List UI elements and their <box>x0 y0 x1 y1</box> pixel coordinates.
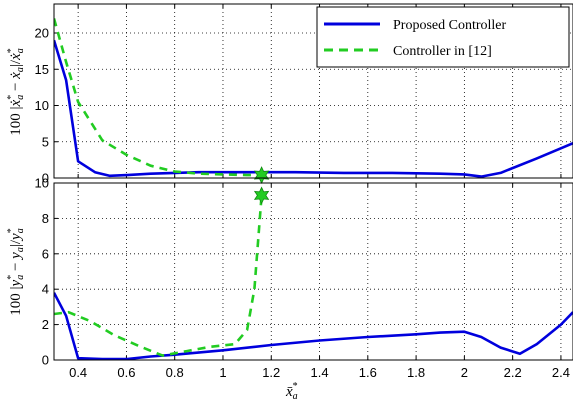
bottom-series-line-ctrl12 <box>54 195 263 357</box>
svg-text:100 |ẋ*a − ẋa|/ẋ*a: 100 |ẋ*a − ẋa|/ẋ*a <box>6 48 26 135</box>
bottom-y-tick-label: 8 <box>42 211 49 226</box>
x-tick-label: 2.4 <box>552 365 570 380</box>
x-axis-label: x̄* a <box>285 381 298 402</box>
svg-text:x̄*a: x̄* a <box>285 381 298 402</box>
top-y-tick-label: 5 <box>42 134 49 149</box>
top-y-axis-label: 100 |ẋ*a − ẋa|/ẋ*a <box>6 48 26 135</box>
top-y-tick-label: 10 <box>35 98 49 113</box>
x-tick-label: 2 <box>461 365 468 380</box>
x-tick-label: 1.6 <box>359 365 377 380</box>
top-series-line-ctrl12 <box>54 18 262 177</box>
bottom-panel-tick-labels: 0.4 0.6 0.8 1 1.2 1.4 1.6 1.8 2 2.2 2.4 0 2 4 6 8 10 <box>35 176 570 381</box>
top-y-tick-label: 0 <box>42 171 49 186</box>
bottom-y-tick-label: 10 <box>35 176 49 191</box>
bottom-panel-frame <box>53 182 573 361</box>
bottom-y-tick-label: 6 <box>42 246 49 261</box>
bottom-series-line-proposed <box>54 292 573 360</box>
top-y-tick-label: 20 <box>35 26 49 41</box>
x-tick-label: 0.6 <box>117 365 135 380</box>
svg-text:100 |y*a − ya|/y*a: 100 |y*a − ya|/y*a <box>6 228 26 315</box>
bottom-y-tick-label: 0 <box>42 353 49 368</box>
top-star-marker <box>253 166 270 185</box>
top-panel-frame <box>53 3 573 179</box>
x-tick-label: 2.2 <box>504 365 522 380</box>
x-tick-label: 0.8 <box>166 365 184 380</box>
bottom-y-tick-label: 2 <box>42 317 49 332</box>
bottom-panel-series <box>54 186 573 360</box>
bottom-y-axis-label: 100 |y*a − ya|/y*a <box>6 228 26 315</box>
legend: Proposed Controller Controller in [12] <box>316 6 570 68</box>
top-panel-tick-labels: 0 5 10 15 20 <box>35 26 49 186</box>
x-tick-label: 1 <box>219 365 226 380</box>
x-tick-label: 1.8 <box>407 365 425 380</box>
bottom-panel-grid <box>54 182 573 361</box>
x-tick-label: 0.4 <box>69 365 87 380</box>
x-tick-label: 1.4 <box>310 365 328 380</box>
legend-label-ctrl12: Controller in [12] <box>393 44 492 59</box>
legend-box <box>316 6 570 68</box>
bottom-star-marker <box>253 186 270 205</box>
legend-label-proposed: Proposed Controller <box>393 18 506 33</box>
bottom-y-tick-label: 4 <box>42 282 49 297</box>
top-series-line-proposed <box>54 39 573 178</box>
top-y-tick-label: 15 <box>35 62 49 77</box>
x-tick-label: 1.2 <box>262 365 280 380</box>
